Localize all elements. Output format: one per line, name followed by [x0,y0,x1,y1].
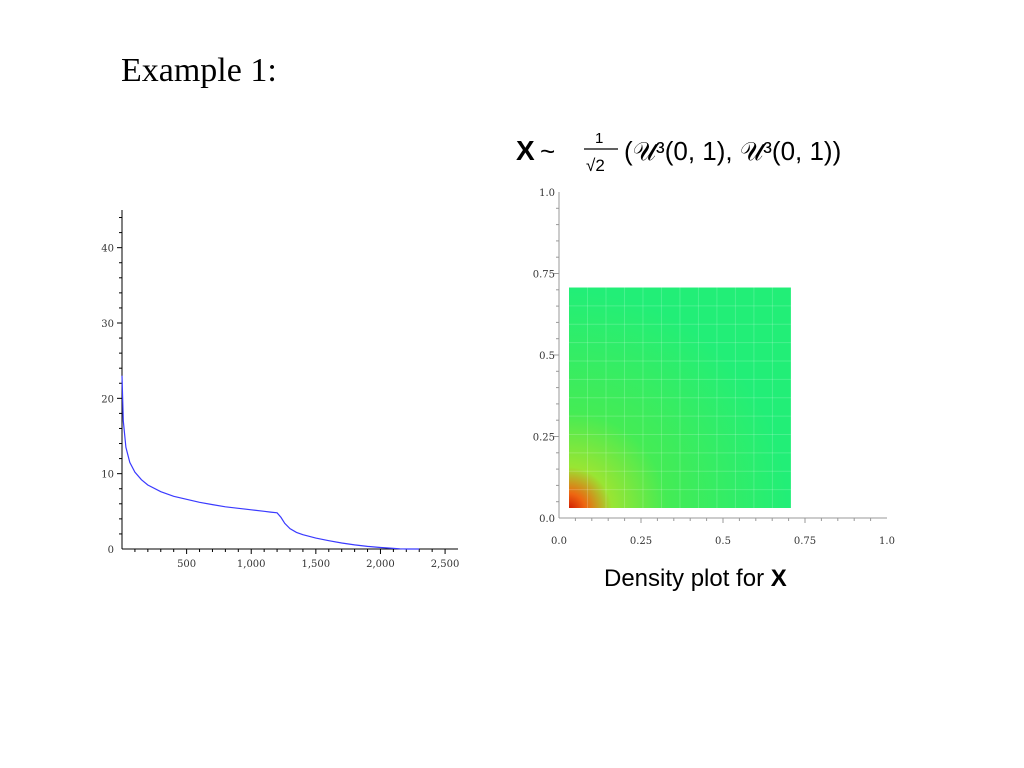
x-tick-label: 500 [177,559,196,570]
caption-bold-x: X [771,565,787,592]
slide-title: Example 1: [121,52,277,89]
title-formula-body: (𝒰³(0, 1), 𝒰³(0, 1)) [624,136,841,166]
x-tick-label: 0.25 [630,536,652,547]
title-bold-x: X [516,135,535,166]
series-line [121,375,420,550]
heatmap-plot-area [569,287,791,508]
y-tick-label: 0.5 [539,351,555,362]
x-tick-label: 0.0 [551,536,567,547]
y-tick-label: 30 [101,319,114,330]
chart-caption: Density plot for X [604,565,787,592]
y-tick-label: 0 [108,545,114,556]
x-tick-label: 0.75 [794,536,816,547]
density-line-chart: 500 1,000 1,500 2,000 2,500 0 10 20 30 40 [101,210,460,570]
title-fraction-denominator: √2 [586,156,605,175]
chart-title: X ~ 1 √2 (𝒰³(0, 1), 𝒰³(0, 1)) [516,130,841,175]
y-tick-label: 1.0 [539,188,555,199]
x-tick-label: 1,500 [302,559,331,570]
caption-text: Density plot for [604,565,771,592]
y-tick-label: 20 [101,394,114,405]
x-tick-label: 2,000 [366,559,395,570]
y-tick-label: 40 [101,244,114,255]
y-tick-label: 0.25 [533,433,555,444]
heatmap-density-region [569,287,791,508]
x-tick-label: 1.0 [879,536,895,547]
density-heatmap-chart: X ~ 1 √2 (𝒰³(0, 1), 𝒰³(0, 1)) 0.0 0.25 0.5… [516,130,895,592]
title-tilde: ~ [540,136,555,166]
x-tick-label: 2,500 [431,559,460,570]
title-fraction-numerator: 1 [595,130,603,147]
y-tick-label: 10 [101,470,114,481]
x-tick-label: 0.5 [715,536,731,547]
y-tick-label: 0.0 [539,514,555,525]
y-tick-label: 0.75 [533,270,555,281]
x-tick-label: 1,000 [237,559,266,570]
